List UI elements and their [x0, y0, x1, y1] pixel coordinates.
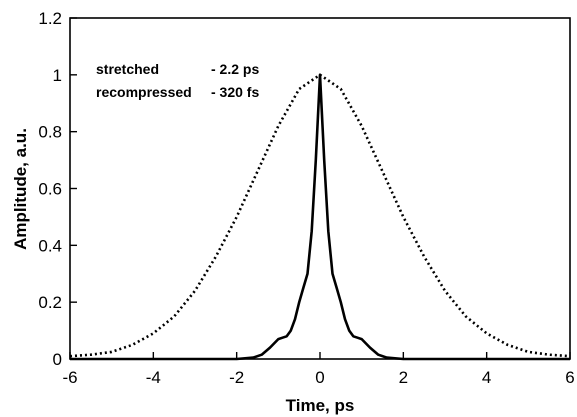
annotation-recompressed-value: - 320 fs: [211, 84, 259, 100]
x-tick-label: 6: [565, 368, 574, 387]
y-tick-label: 1: [53, 66, 62, 85]
x-axis-ticks: -6 -4 -2 0 2 4 6: [62, 352, 575, 387]
x-tick-label: 2: [399, 368, 408, 387]
recompressed-pulse-line: [70, 73, 570, 361]
x-axis-title: Time, ps: [286, 396, 355, 415]
x-tick-label: 4: [482, 368, 491, 387]
y-tick-label: 0.6: [38, 180, 62, 199]
stretched-pulse-line: [69, 73, 571, 358]
annotation-stretched-value: - 2.2 ps: [211, 61, 259, 77]
y-tick-label: 0.4: [38, 236, 62, 255]
y-tick-label: 1.2: [38, 9, 62, 28]
y-tick-label: 0.2: [38, 293, 62, 312]
y-tick-label: 0: [53, 350, 62, 369]
y-tick-label: 0.8: [38, 123, 62, 142]
x-tick-label: -2: [229, 368, 244, 387]
x-tick-label: 0: [315, 368, 324, 387]
y-axis-title: Amplitude, a.u.: [11, 128, 30, 250]
annotation-recompressed-label: recompressed: [96, 84, 192, 100]
x-tick-label: -4: [146, 368, 161, 387]
annotation-stretched-label: stretched: [96, 61, 159, 77]
y-axis-ticks: 0 0.2 0.4 0.6 0.8 1 1.2: [38, 9, 77, 369]
series-layer: [69, 73, 571, 361]
x-tick-label: -6: [62, 368, 77, 387]
